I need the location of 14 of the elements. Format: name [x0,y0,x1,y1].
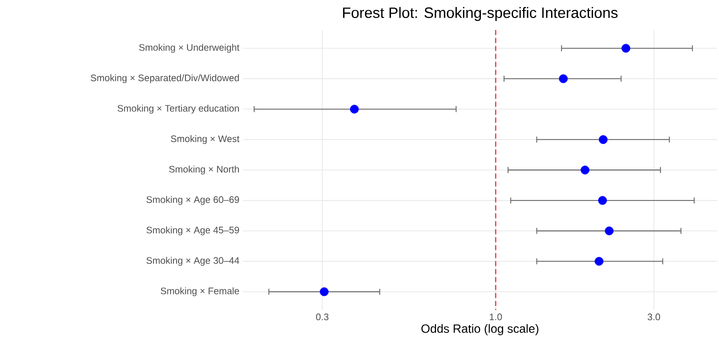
y-tick-label: Smoking × Female [160,287,240,296]
y-tick-label: Smoking × Separated/Div/Widowed [90,74,239,84]
x-tick-label: 1.0 [490,314,502,320]
x-axis-title: Odds Ratio (log scale) [421,324,538,336]
y-tick-label: Smoking × Age 30–44 [146,256,240,266]
chart-title: Forest Plot: Smoking-specific Interactions [343,7,618,21]
y-tick-label: Smoking × Age 60–69 [146,196,240,205]
y-tick-label: Smoking × West [170,135,240,144]
y-tick-label: Smoking × Underweight [139,44,240,53]
y-tick-label: Smoking × Age 45–59 [146,226,240,236]
y-tick-label: Smoking × Tertiary education [118,104,239,114]
x-tick-label: 0.3 [316,314,328,320]
x-tick-label: 3.0 [648,314,660,320]
y-tick-label: Smoking × North [169,166,239,174]
